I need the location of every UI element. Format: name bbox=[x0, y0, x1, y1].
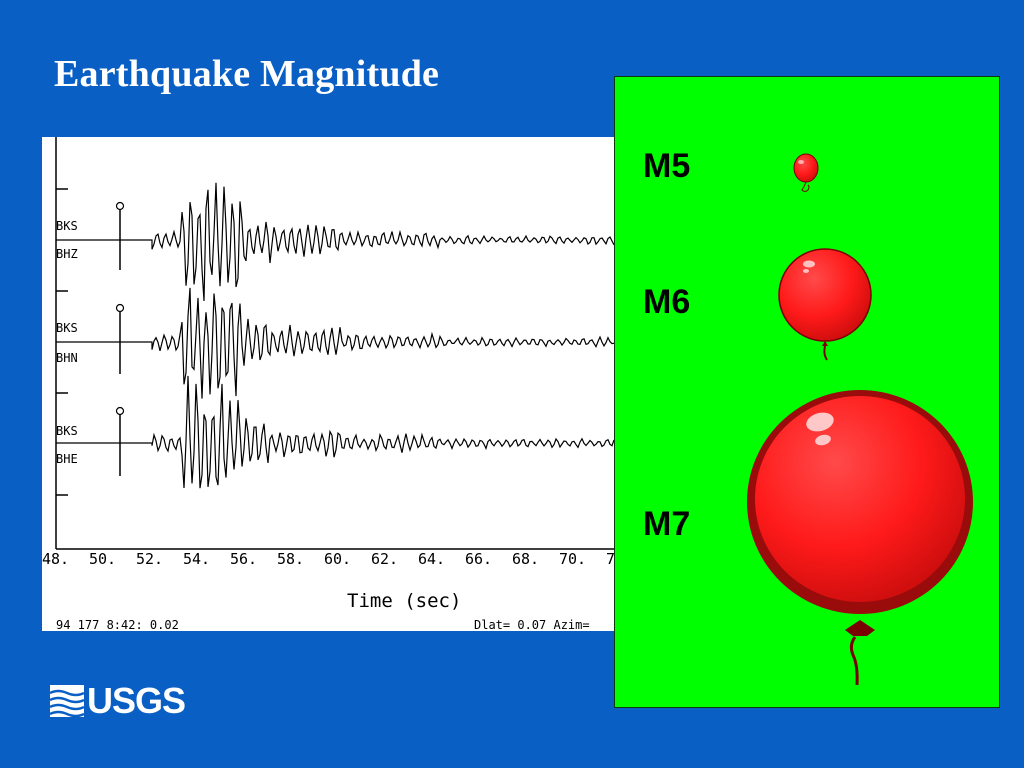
station-label-1: BKS bbox=[56, 219, 78, 233]
x-tick-label: 52. bbox=[136, 550, 163, 568]
y-axis-ticks bbox=[56, 188, 68, 496]
magnitude-label-m5: M5 bbox=[643, 147, 691, 185]
x-tick-label: 60. bbox=[324, 550, 351, 568]
balloons-svg bbox=[747, 153, 973, 686]
component-label-1: BHZ bbox=[56, 247, 78, 261]
x-tick-labels: 48. 50. 52. 54. 56. 58. 60. 62. 64. 66. 68. 70. 7 bbox=[42, 550, 615, 568]
station-label-2: BKS bbox=[56, 321, 78, 335]
seismogram-chart: BKS BHZ BKS BHN BKS BHE 48. 50. 52. 54. 56. 5… bbox=[42, 137, 615, 631]
usgs-logo-text: USGS bbox=[87, 680, 186, 721]
balloon-m5 bbox=[793, 153, 819, 192]
x-tick-label: 66. bbox=[465, 550, 492, 568]
x-axis-label: Time (sec) bbox=[347, 590, 461, 612]
x-tick-label: 70. bbox=[559, 550, 586, 568]
station-label-3: BKS bbox=[56, 424, 78, 438]
seismogram-svg: BKS BHZ BKS BHN BKS BHE 48. 50. 52. 54. 56. 5… bbox=[42, 137, 615, 631]
magnitude-label-m6: M6 bbox=[643, 283, 691, 321]
x-tick-label: 64. bbox=[418, 550, 445, 568]
footer-info-right: Dlat= 0.07 Azim= bbox=[474, 618, 590, 631]
balloon-comparison-panel: M5 M6 M7 bbox=[614, 76, 1000, 708]
magnitude-label-m7: M7 bbox=[643, 505, 691, 543]
trace-bhe bbox=[56, 375, 615, 489]
balloon-m7 bbox=[747, 390, 973, 686]
x-tick-label: 68. bbox=[512, 550, 539, 568]
pick-markers bbox=[115, 201, 125, 476]
component-label-2: BHN bbox=[56, 351, 78, 365]
x-tick-label: 50. bbox=[89, 550, 116, 568]
x-tick-label: 48. bbox=[42, 550, 69, 568]
balloon-m6 bbox=[778, 248, 872, 361]
footer-info-left: 94 177 8:42: 0.02 bbox=[56, 618, 179, 631]
x-tick-label: 54. bbox=[183, 550, 210, 568]
x-tick-label: 62. bbox=[371, 550, 398, 568]
x-tick-label: 7 bbox=[606, 550, 615, 568]
component-label-3: BHE bbox=[56, 452, 78, 466]
trace-bhz bbox=[56, 182, 615, 302]
slide-title: Earthquake Magnitude bbox=[54, 53, 440, 95]
usgs-logo: USGS bbox=[50, 680, 186, 722]
x-tick-label: 58. bbox=[277, 550, 304, 568]
x-tick-label: 56. bbox=[230, 550, 257, 568]
usgs-wave-icon bbox=[50, 685, 85, 718]
trace-bhn bbox=[56, 287, 615, 399]
